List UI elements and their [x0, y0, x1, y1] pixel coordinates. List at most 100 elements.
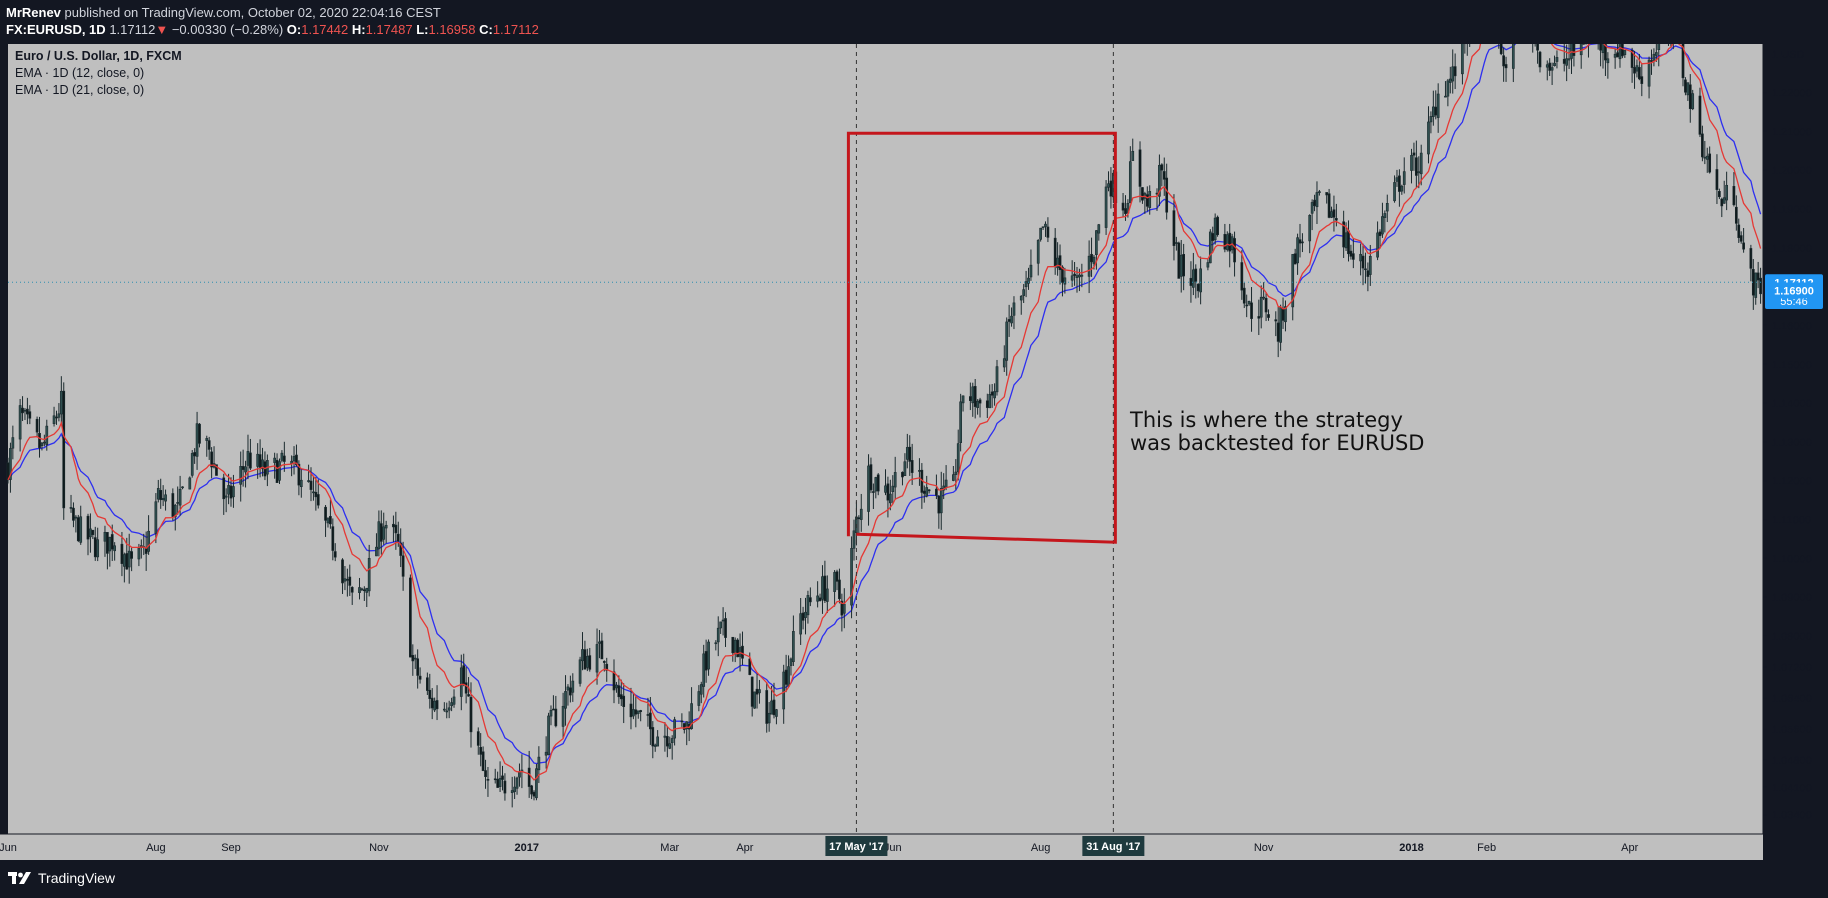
candle-body [554, 708, 558, 727]
candle-body [26, 408, 29, 415]
candle-body [1223, 234, 1227, 250]
candle-body [1330, 211, 1333, 218]
candle-body [360, 588, 364, 591]
candle-body [375, 546, 378, 557]
candle-body [246, 451, 250, 466]
candle-body [736, 639, 739, 658]
candle-body [1623, 50, 1627, 56]
candle-body [1308, 214, 1312, 242]
candle-body [1419, 152, 1423, 175]
candle-body [72, 507, 75, 521]
candle-body [469, 696, 473, 733]
legend-title[interactable]: Euro / U.S. Dollar, 1D, FXCM [15, 49, 182, 63]
candle-body [714, 642, 718, 645]
candle-body [1281, 308, 1285, 321]
candle-body [210, 451, 213, 468]
y-tick-label: 1.14000 [1772, 398, 1812, 410]
candle-body [544, 751, 548, 756]
candle-body [476, 731, 480, 746]
candle-body [1284, 306, 1287, 323]
candle-body [447, 707, 451, 711]
candle-body [874, 477, 878, 492]
candle-body [1121, 202, 1125, 211]
candle-body [697, 691, 701, 706]
candle-body [1453, 66, 1457, 77]
candle-body [602, 661, 606, 663]
candle-body [399, 542, 403, 556]
candle-body [1572, 44, 1576, 56]
candle-body [331, 526, 335, 551]
candle-body [680, 720, 684, 723]
candle-body [968, 396, 972, 401]
y-tick-label: 1.05600 [1772, 724, 1812, 736]
candle-body [622, 695, 626, 707]
candle-body [1635, 65, 1639, 72]
candle-body [74, 516, 78, 519]
candle-body [1722, 197, 1726, 204]
candle-body [976, 400, 979, 408]
candle-body [62, 390, 66, 509]
legend-ema-12[interactable]: EMA · 1D (12, close, 0) [15, 66, 144, 80]
candle-body [1398, 175, 1401, 192]
plot-area[interactable] [8, 44, 1763, 834]
candle-body [939, 488, 943, 514]
candle-body [973, 386, 977, 407]
candle-body [35, 418, 39, 433]
candle-body [324, 506, 327, 521]
candle-body [959, 401, 962, 443]
price-chart[interactable]: Euro / U.S. Dollar, 1D, FXCM EMA · 1D (1… [0, 44, 1828, 860]
candle-body [1361, 255, 1365, 269]
tradingview-logo-icon [8, 872, 31, 884]
candle-body [724, 618, 727, 638]
candle-body [1264, 297, 1268, 313]
date-marker-tag [1082, 836, 1145, 856]
time-axis[interactable]: Jun Aug Sep Nov 2017 Mar Apr Jun Aug Nov 2018 Feb Ap… [0, 833, 1763, 860]
candle-body [1044, 223, 1047, 227]
candle-body [1347, 230, 1350, 255]
low-value: 1.16958 [428, 22, 476, 37]
candle-body [428, 689, 432, 699]
candle-body [1109, 180, 1113, 197]
candle-body [442, 708, 446, 711]
candle-body [1504, 64, 1508, 69]
candle-body [1368, 255, 1372, 275]
candle-body [193, 452, 197, 457]
candle-body [314, 491, 318, 498]
price-axis[interactable]: 1.03400 1.04100 1.04800 1.05600 1.06400 1.072… [1762, 44, 1823, 834]
legend-ema-21[interactable]: EMA · 1D (21, close, 0) [15, 83, 144, 97]
candle-body [229, 485, 233, 499]
candle-body [1402, 171, 1406, 185]
candle-body [1734, 206, 1738, 224]
y-tick-label: 1.11000 [1772, 515, 1811, 527]
candle-body [479, 746, 483, 755]
candle-body [59, 390, 63, 415]
candle-body [840, 600, 844, 616]
candle-body [513, 786, 516, 792]
candle-body [416, 658, 420, 676]
candle-body [1247, 300, 1251, 305]
candle-body [1579, 44, 1583, 56]
backtest-highlight-box [846, 131, 1117, 544]
symbol-label[interactable]: FX:EURUSD, 1D [6, 22, 106, 37]
candle-body [1293, 253, 1297, 265]
candle-body [450, 702, 453, 707]
candle-body [716, 627, 720, 643]
candle-body [1138, 149, 1142, 187]
author-name[interactable]: MrRenev [6, 5, 61, 20]
candle-body [125, 553, 129, 570]
candle-body [346, 579, 349, 581]
candle-body [110, 534, 114, 550]
candle-body [195, 423, 199, 457]
close-value: 1.17112 [492, 22, 539, 37]
candle-body [532, 791, 536, 797]
candle-body [859, 508, 863, 520]
candle-body [108, 536, 112, 552]
candle-body [1012, 302, 1016, 316]
candle-body [1039, 227, 1042, 240]
candle-body [1385, 203, 1389, 212]
candle-body [944, 479, 948, 488]
candle-body [588, 655, 592, 670]
tradingview-logo[interactable]: TradingView [8, 869, 115, 887]
candle-body [358, 587, 361, 593]
candle-body [123, 554, 126, 567]
